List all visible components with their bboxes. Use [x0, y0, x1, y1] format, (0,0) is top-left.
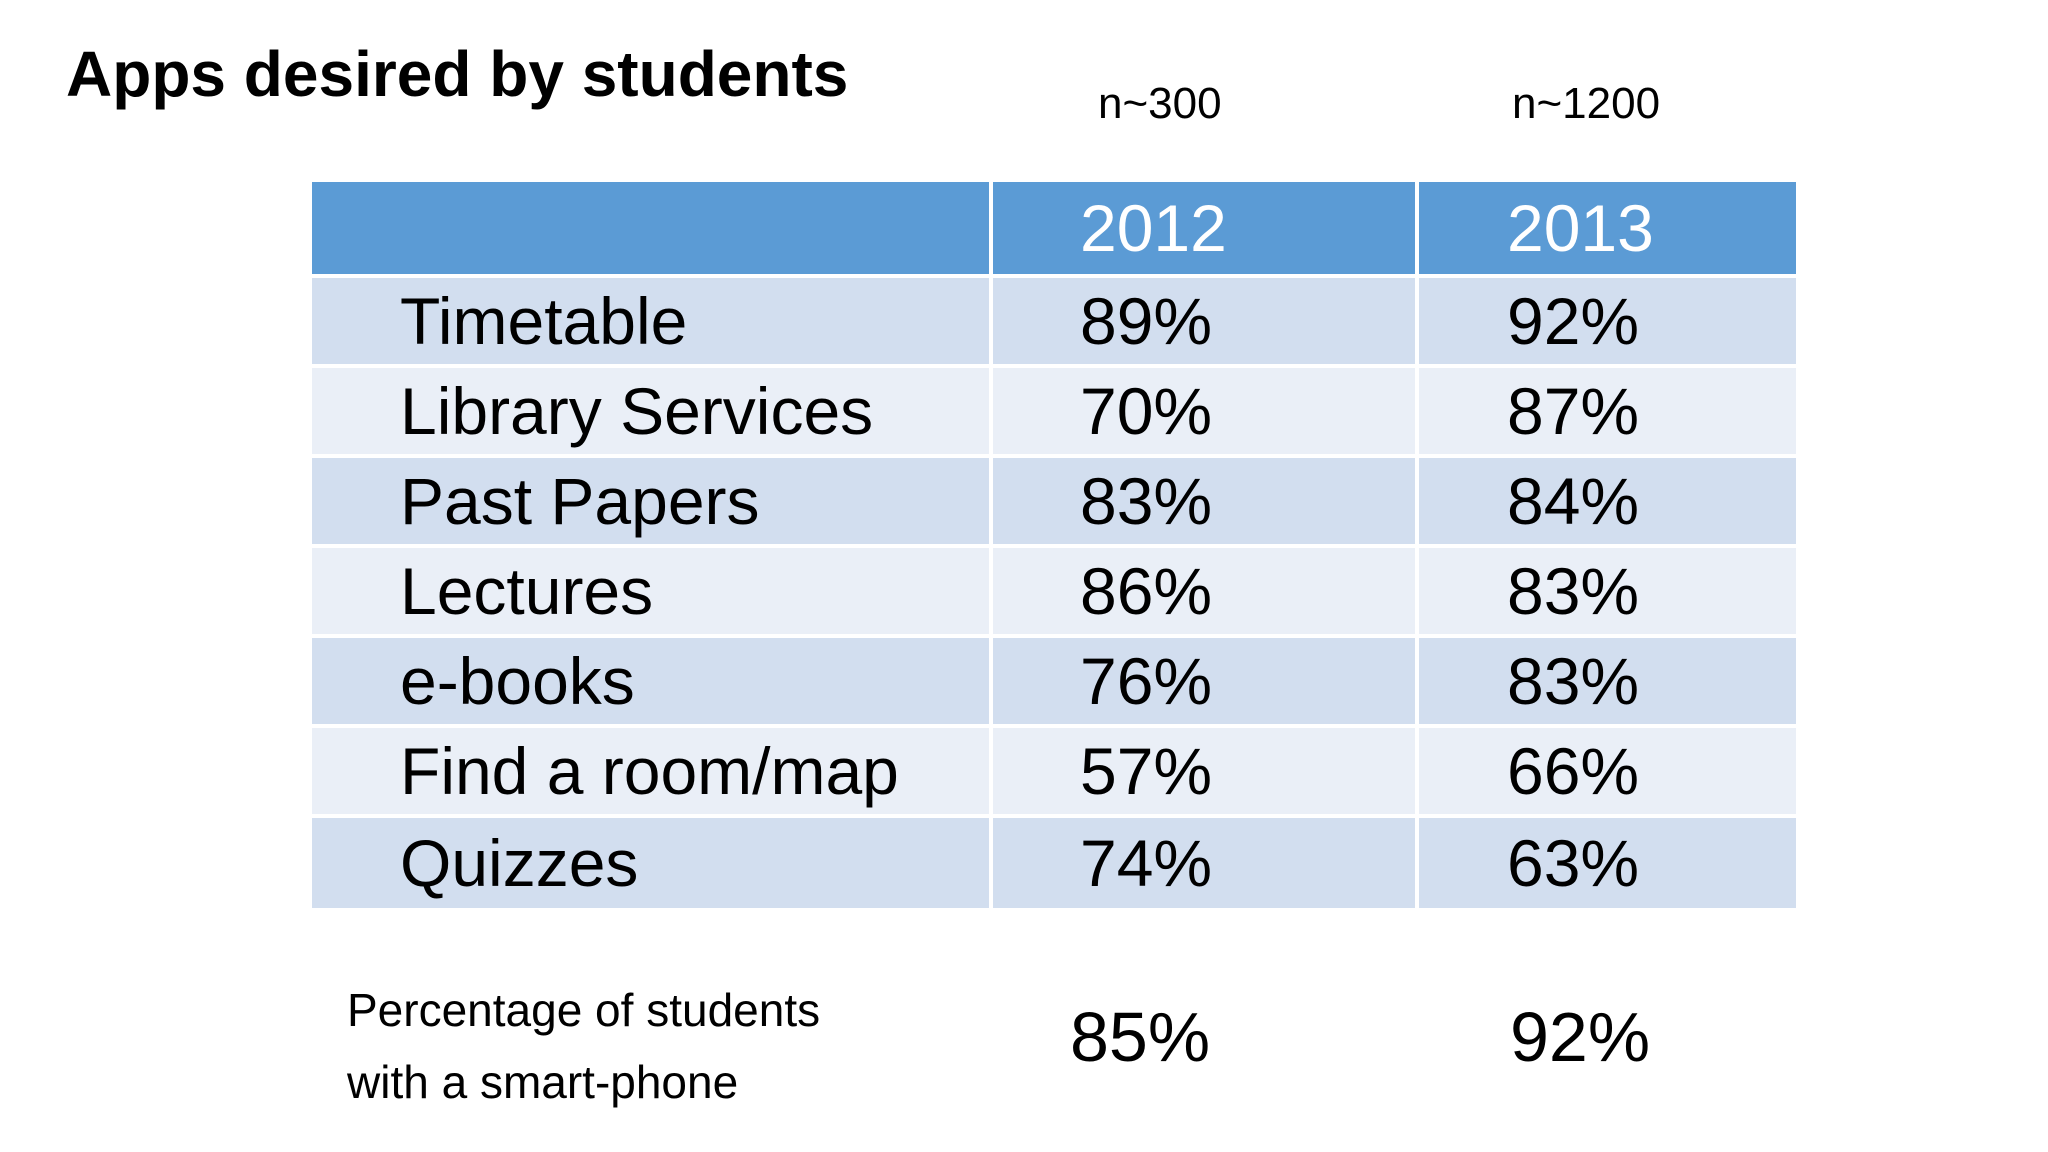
table-row: Past Papers 83% 84% [312, 458, 1796, 548]
table-row: Find a room/map 57% 66% [312, 728, 1796, 818]
smartphone-value-2013: 92% [1510, 998, 1651, 1076]
value-2012-cell: 57% [993, 728, 1419, 818]
smartphone-label: Percentage of students with a smart-phon… [347, 974, 820, 1118]
app-name-cell: Find a room/map [312, 728, 993, 818]
value-2012-cell: 89% [993, 278, 1419, 368]
table-row: Timetable 89% 92% [312, 278, 1796, 368]
app-name-cell: Library Services [312, 368, 993, 458]
value-2012-cell: 70% [993, 368, 1419, 458]
value-2013-cell: 84% [1419, 458, 1796, 548]
table-row: Library Services 70% 87% [312, 368, 1796, 458]
apps-table: 2012 2013 Timetable 89% 92% Library Serv… [312, 182, 1796, 908]
smartphone-value-2012: 85% [1070, 998, 1211, 1076]
sample-size-2013: n~1200 [1512, 79, 1661, 128]
table-row: Lectures 86% 83% [312, 548, 1796, 638]
value-2012-cell: 74% [993, 818, 1419, 908]
app-name-cell: Lectures [312, 548, 993, 638]
value-2013-cell: 83% [1419, 638, 1796, 728]
value-2013-cell: 83% [1419, 548, 1796, 638]
header-label-cell [312, 182, 993, 278]
header-2012: 2012 [993, 182, 1419, 278]
value-2012-cell: 76% [993, 638, 1419, 728]
slide-title: Apps desired by students [66, 38, 849, 110]
value-2013-cell: 66% [1419, 728, 1796, 818]
value-2012-cell: 83% [993, 458, 1419, 548]
header-2013: 2013 [1419, 182, 1796, 278]
app-name-cell: Quizzes [312, 818, 993, 908]
smartphone-label-line1: Percentage of students [347, 984, 821, 1036]
value-2012-cell: 86% [993, 548, 1419, 638]
app-name-cell: Past Papers [312, 458, 993, 548]
table-row: Quizzes 74% 63% [312, 818, 1796, 908]
value-2013-cell: 87% [1419, 368, 1796, 458]
value-2013-cell: 63% [1419, 818, 1796, 908]
sample-size-2012: n~300 [1098, 79, 1222, 128]
table-row: e-books 76% 83% [312, 638, 1796, 728]
app-name-cell: Timetable [312, 278, 993, 368]
smartphone-label-line2: with a smart-phone [347, 1056, 739, 1108]
app-name-cell: e-books [312, 638, 993, 728]
value-2013-cell: 92% [1419, 278, 1796, 368]
table-header-row: 2012 2013 [312, 182, 1796, 278]
